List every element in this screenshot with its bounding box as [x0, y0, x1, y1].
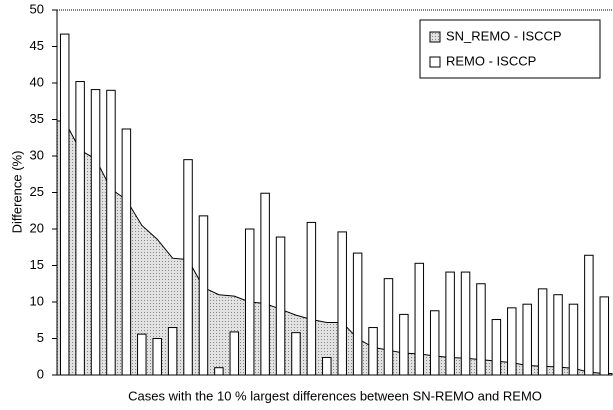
bar: [121, 128, 132, 376]
y-tick-label: 0: [37, 366, 44, 381]
bar: [507, 307, 517, 376]
bar: [383, 278, 394, 376]
bar: [337, 231, 347, 376]
y-tick-label: 35: [30, 111, 44, 126]
bar: [183, 159, 193, 376]
bar: [152, 338, 162, 376]
bar: [460, 271, 471, 376]
bar: [352, 252, 363, 376]
bar: [229, 331, 240, 376]
bar: [599, 296, 610, 376]
legend-label: SN_REMO - ISCCP: [446, 28, 562, 43]
bar: [399, 313, 409, 376]
y-tick-label: 20: [30, 220, 44, 235]
bar: [106, 89, 116, 376]
bar: [368, 327, 378, 376]
bar: [75, 81, 85, 376]
bar: [275, 236, 286, 376]
legend-swatch: [429, 31, 441, 43]
y-tick-label: 50: [30, 1, 44, 16]
bar: [537, 288, 548, 376]
bar: [429, 310, 440, 376]
bar: [568, 303, 579, 376]
x-axis-title: Cases with the 10 % largest differences …: [128, 388, 542, 403]
bar: [306, 221, 317, 376]
bar: [260, 192, 270, 376]
legend-swatch: [429, 56, 441, 68]
legend-box: [419, 19, 601, 79]
bar: [491, 319, 502, 376]
bar: [90, 89, 101, 376]
y-tick-label: 15: [30, 257, 44, 272]
bar: [137, 333, 147, 376]
bar: [445, 271, 455, 376]
legend-label: REMO - ISCCP: [446, 53, 536, 68]
y-tick-label: 25: [30, 184, 44, 199]
bar: [414, 262, 425, 376]
bar: [214, 367, 224, 376]
y-tick-label: 45: [30, 38, 44, 53]
y-tick-label: 30: [30, 147, 44, 162]
bar: [244, 228, 255, 376]
bar: [584, 254, 594, 376]
bar: [476, 283, 486, 376]
bar: [322, 356, 332, 376]
bar: [553, 294, 563, 376]
bar: [167, 327, 178, 376]
bar: [522, 303, 532, 376]
y-tick-label: 40: [30, 74, 44, 89]
y-tick-label: 5: [37, 330, 44, 345]
y-axis-title: Difference (%): [9, 151, 24, 234]
bar: [291, 332, 301, 376]
y-tick-label: 10: [30, 293, 44, 308]
bar: [198, 215, 209, 376]
bar: [59, 33, 70, 376]
